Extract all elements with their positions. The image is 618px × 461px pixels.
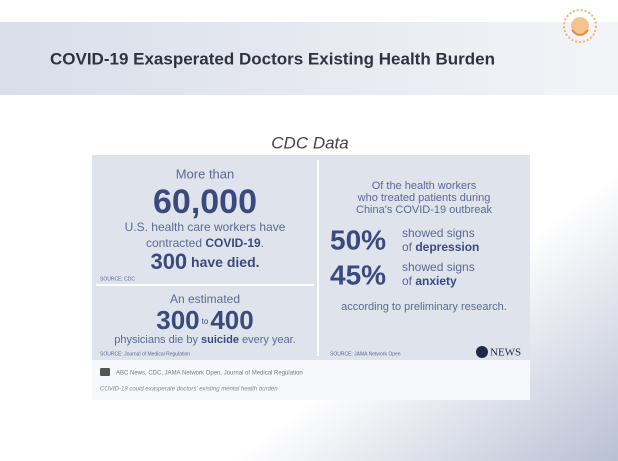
text: of (402, 274, 415, 288)
text: physicians die by suicide every year. (114, 334, 296, 346)
text: Of the health workers (372, 180, 477, 192)
text: U.S. health care workers have (125, 220, 286, 234)
text: of depression (402, 240, 479, 254)
text: China's COVID-19 outbreak (356, 204, 492, 216)
source: SOURCE: Journal of Medical Regulation (100, 351, 190, 357)
text: have died. (187, 254, 259, 270)
text: showed signs (402, 260, 475, 274)
text: every year. (239, 334, 296, 346)
big-number: 60,000 (153, 183, 257, 221)
text: 300 have died. (150, 249, 259, 274)
brand: NEWS (490, 347, 521, 359)
header-band (0, 22, 618, 95)
source: SOURCE: CDC (100, 276, 135, 282)
source: SOURCE: JAMA Network Open (330, 351, 401, 357)
text: of (402, 240, 415, 254)
logo (563, 9, 597, 43)
caption: COVID-19 could exasperate doctors' exist… (100, 387, 278, 393)
text: who treated patients during (357, 192, 491, 204)
number: 300 (150, 249, 187, 274)
text: physicians die by (114, 334, 201, 346)
text: of anxiety (402, 274, 457, 288)
text: contracted COVID-19. (146, 236, 264, 250)
range: 300 to400 (156, 305, 253, 335)
subtitle: CDC Data (271, 133, 348, 152)
camera-icon (100, 368, 110, 376)
text: COVID-19 (205, 236, 261, 250)
text: showed signs (402, 226, 475, 240)
text: contracted (146, 236, 205, 250)
number: 300 (156, 305, 199, 335)
text: anxiety (415, 274, 457, 288)
text: depression (415, 240, 479, 254)
abc-logo (476, 346, 488, 358)
text: An estimated (170, 292, 240, 306)
title: COVID-19 Exasperated Doctors Existing He… (50, 49, 495, 68)
credit: ABC News, CDC, JAMA Network Open, Journa… (116, 371, 303, 377)
text: to (202, 317, 209, 326)
big-number: 45% (330, 259, 386, 290)
text: More than (176, 166, 235, 181)
big-number: 50% (330, 224, 386, 255)
text: . (261, 236, 264, 250)
text: suicide (201, 334, 239, 346)
number: 400 (210, 305, 253, 335)
text: according to preliminary research. (341, 301, 507, 313)
infographic-panel (92, 155, 530, 360)
footer-panel (92, 360, 530, 400)
